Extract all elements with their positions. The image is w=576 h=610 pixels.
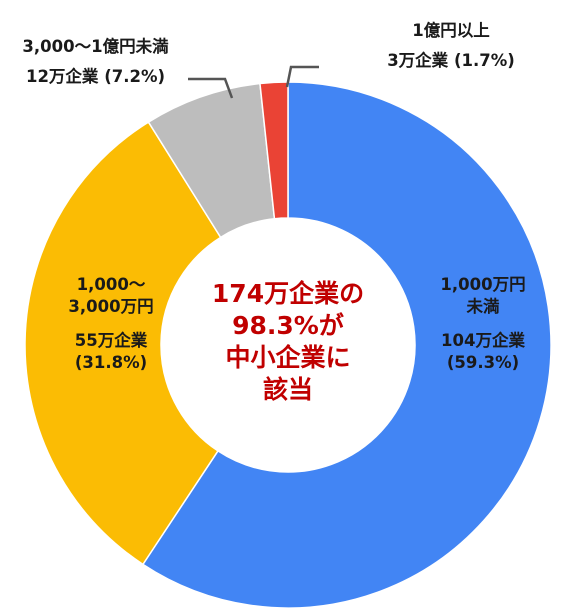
center-text-line: 174万企業の [211, 279, 365, 308]
leader-line-gray [188, 77, 234, 99]
slice-count-percent: 12万企業 (7.2%) [8, 66, 183, 88]
slice-label-line: 未満 [466, 297, 500, 316]
slice-count: 55万企業 [74, 331, 148, 350]
slice-percent: (1.7%) [453, 51, 515, 70]
slice-label-line: 1,000～ [76, 275, 146, 294]
leader-lines [188, 65, 319, 99]
slice-blue [141, 81, 552, 609]
slice-label-line: 3,000万円 [68, 297, 154, 316]
slice-count-percent: 3万企業 (1.7%) [376, 50, 526, 72]
center-text-line: 98.3%が [232, 311, 344, 340]
slice-label-line: 1,000万円 [440, 275, 526, 294]
slice-label-line: 1億円以上 [412, 21, 490, 40]
slice-count: 12万企業 [25, 67, 99, 86]
slice-percent: (31.8%) [74, 353, 148, 372]
slice-count: 3万企業 [387, 51, 449, 70]
slice-label-blue: 1,000万円 未満 104万企業 (59.3%) [418, 274, 548, 374]
leader-line-red [285, 65, 319, 88]
slice-yellow [24, 121, 222, 566]
center-text-line: 中小企業に [225, 343, 351, 372]
slice-label-line: 3,000～1億円未満 [22, 37, 169, 56]
slice-red [259, 81, 289, 220]
slice-label-gray: 3,000～1億円未満 12万企業 (7.2%) [8, 36, 183, 88]
slice-percent: (59.3%) [446, 353, 520, 372]
slice-percent: (7.2%) [104, 67, 166, 86]
slice-count: 104万企業 [441, 331, 525, 350]
donut-slices [24, 81, 552, 609]
slice-label-yellow: 1,000～ 3,000万円 55万企業 (31.8%) [46, 274, 176, 374]
center-text: 174万企業の 98.3%が 中小企業に 該当 [188, 278, 388, 406]
center-text-line: 該当 [262, 375, 313, 404]
slice-label-red: 1億円以上 3万企業 (1.7%) [376, 20, 526, 72]
